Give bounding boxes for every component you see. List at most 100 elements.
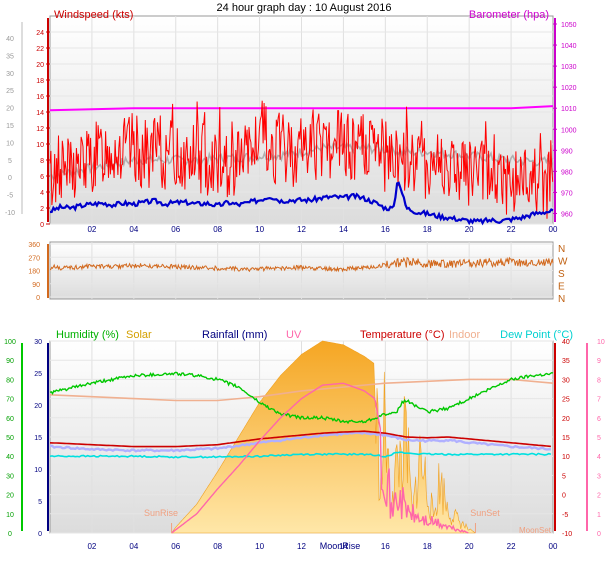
baro-y-tick: 1030 xyxy=(561,64,577,71)
outer-y-tick: 10 xyxy=(6,140,14,147)
temperature-x-tick: 02 xyxy=(87,542,96,551)
humidity-y-tick: 40 xyxy=(6,454,14,461)
sunset-label: SunSet xyxy=(470,508,500,518)
temperature-x-tick: 16 xyxy=(381,542,390,551)
uv-y-tick: 10 xyxy=(597,339,605,346)
outer-y-tick: 40 xyxy=(6,36,14,43)
direction-y-tick: 360 xyxy=(28,242,40,249)
direction-compass-label: E xyxy=(558,282,565,293)
temperature-label: Temperature (°C) xyxy=(360,329,444,341)
wind-y-tick: 20 xyxy=(36,62,44,69)
wind-x-tick: 22 xyxy=(507,225,516,234)
temperature-x-tick: 04 xyxy=(129,542,138,551)
direction-panel-grid xyxy=(50,242,553,299)
temperature-y-tick: 40 xyxy=(562,339,570,346)
humidity-y-tick: 60 xyxy=(6,416,14,423)
direction-y-tick: 90 xyxy=(32,282,40,289)
humidity-label: Humidity (%) xyxy=(56,329,119,341)
barometer-label: Barometer (hpa) xyxy=(469,9,549,21)
wind-x-tick: 10 xyxy=(255,225,264,234)
baro-y-tick: 960 xyxy=(561,211,573,218)
temperature-x-tick: 08 xyxy=(213,542,222,551)
uv-y-tick: 1 xyxy=(597,512,601,519)
wind-x-tick: 20 xyxy=(465,225,474,234)
humidity-y-tick: 100 xyxy=(4,339,16,346)
rainfall-label: Rainfall (mm) xyxy=(202,329,267,341)
rainfall-y-tick: 30 xyxy=(34,339,42,346)
temperature-x-tick: 10 xyxy=(255,542,264,551)
outer-y-tick: -10 xyxy=(5,210,15,217)
humidity-y-tick: 10 xyxy=(6,512,14,519)
wind-x-tick: 14 xyxy=(339,225,348,234)
temperature-y-tick: 5 xyxy=(562,473,566,480)
indoor-label: Indoor xyxy=(449,329,481,341)
rainfall-y-tick: 5 xyxy=(38,499,42,506)
wind-y-tick: 6 xyxy=(40,174,44,181)
baro-y-tick: 990 xyxy=(561,148,573,155)
uv-y-tick: 7 xyxy=(597,397,601,404)
direction-compass-label: S xyxy=(558,269,565,280)
page-title: 24 hour graph day : 10 August 2016 xyxy=(217,2,392,14)
humidity-y-tick: 20 xyxy=(6,493,14,500)
wind-direction-series-line xyxy=(49,256,554,273)
humidity-y-tick: 50 xyxy=(6,435,14,442)
baro-y-tick: 970 xyxy=(561,190,573,197)
wind-series xyxy=(49,100,554,226)
feels-like-series-line xyxy=(49,430,551,453)
wind-axes: 2422201816141210864204035302520151050-5-… xyxy=(5,18,577,234)
wind-x-tick: 00 xyxy=(549,225,558,234)
direction-series xyxy=(49,256,554,273)
temperature-series xyxy=(49,340,554,534)
wind-x-tick: 16 xyxy=(381,225,390,234)
solar-label: Solar xyxy=(126,329,152,341)
uv-y-tick: 3 xyxy=(597,473,601,480)
humidity-y-tick: 90 xyxy=(6,358,14,365)
humidity-y-tick: 0 xyxy=(8,531,12,538)
baro-y-tick: 1010 xyxy=(561,106,577,113)
temperature-y-tick: 25 xyxy=(562,397,570,404)
outer-y-tick: 0 xyxy=(8,175,12,182)
temperature-panel: Humidity (%) Solar Rainfall (mm) UV Temp… xyxy=(4,329,605,551)
outer-y-tick: 5 xyxy=(8,158,12,165)
wind-y-tick: 10 xyxy=(36,142,44,149)
indoor-series-line xyxy=(49,378,554,402)
direction-y-tick: 180 xyxy=(28,269,40,276)
wind-y-tick: 12 xyxy=(36,126,44,133)
direction-y-tick: 0 xyxy=(36,295,40,302)
uv-series-line xyxy=(171,382,469,534)
rainfall-y-tick: 20 xyxy=(34,403,42,410)
direction-y-tick: 270 xyxy=(28,255,40,262)
direction-compass-label: N xyxy=(558,294,565,305)
temperature-y-tick: 30 xyxy=(562,377,570,384)
temperature-x-tick: 00 xyxy=(549,542,558,551)
solar-series-area xyxy=(171,340,476,534)
dew-point-label: Dew Point (°C) xyxy=(500,329,573,341)
uv-y-tick: 9 xyxy=(597,358,601,365)
humidity-y-tick: 30 xyxy=(6,473,14,480)
outer-y-tick: 20 xyxy=(6,106,14,113)
wind-x-tick: 04 xyxy=(129,225,138,234)
temperature-x-tick: 06 xyxy=(171,542,180,551)
baro-y-tick: 980 xyxy=(561,169,573,176)
wind-y-tick: 14 xyxy=(36,110,44,117)
temperature-y-tick: 10 xyxy=(562,454,570,461)
moonrise-label: MoonRise xyxy=(320,541,361,551)
windspeed-label: Windspeed (kts) xyxy=(54,9,133,21)
humidity-series-line xyxy=(49,371,554,425)
temperature-y-tick: -10 xyxy=(562,531,572,538)
uv-y-tick: 0 xyxy=(597,531,601,538)
baro-y-tick: 1000 xyxy=(561,127,577,134)
outer-y-tick: 30 xyxy=(6,71,14,78)
temperature-y-tick: 0 xyxy=(562,493,566,500)
rainfall-y-tick: 25 xyxy=(34,371,42,378)
rainfall-y-tick: 0 xyxy=(38,531,42,538)
wind-x-tick: 12 xyxy=(297,225,306,234)
sunrise-label: SunRise xyxy=(144,508,178,518)
wind-y-tick: 0 xyxy=(40,222,44,229)
temperature-x-tick: 14 xyxy=(339,542,348,551)
windspeed-series-line xyxy=(49,100,554,219)
temperature-x-tick: 12 xyxy=(297,542,306,551)
